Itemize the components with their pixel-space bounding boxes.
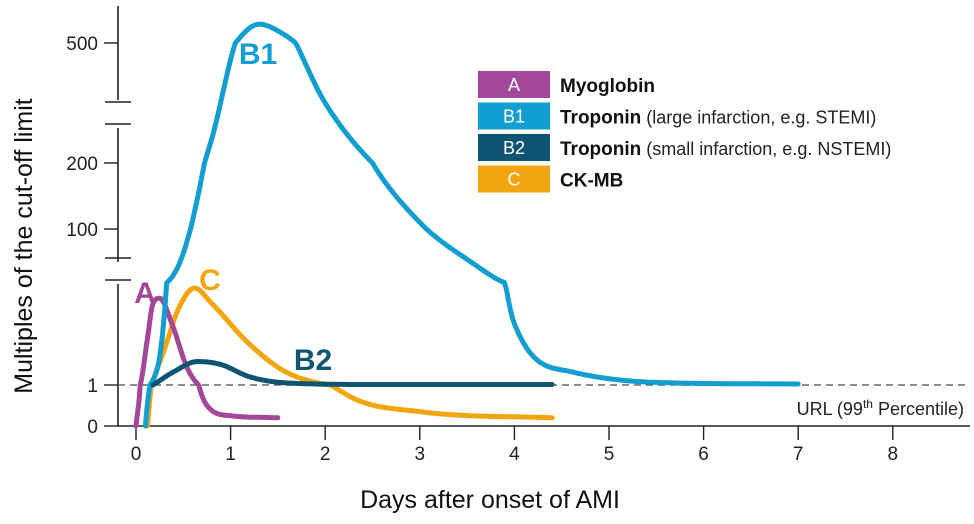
curve-label-a: A [134,277,156,310]
legend-swatch [478,102,550,130]
reference-line-label: URL (99th Percentile) [797,397,964,419]
legend-item-a: A Myoglobin [478,71,655,98]
legend: A Myoglobin B1 Troponin (large infarction, … [478,71,891,193]
legend-label: Myoglobin [560,76,655,97]
curve-label-c: C [199,264,221,297]
x-tick-label: 2 [320,444,331,465]
curve-labels: A B1 B2 C [134,38,332,377]
x-tick-label: 0 [131,444,142,465]
y-tick-label: 500 [66,34,98,55]
x-tick-label: 4 [509,444,520,465]
legend-key: C [508,170,521,190]
reference-line-group: URL (99th Percentile) [118,384,970,419]
axes: 0 1 100 200 500 0 1 2 3 4 5 6 7 8 [66,6,970,465]
curve-label-b1: B1 [239,38,277,71]
legend-item-b1: B1 Troponin (large infarction, e.g. STEMI… [478,102,876,130]
y-tick-label: 0 [87,417,98,438]
legend-item-c: C CK-MB [478,165,623,193]
y-tick-label: 100 [66,220,98,241]
curve-b1 [143,21,801,429]
x-axis-title: Days after onset of AMI [360,486,620,514]
curves [133,21,801,429]
legend-label: Troponin (large infarction, e.g. STEMI) [560,108,876,129]
legend-label: CK-MB [560,171,623,192]
x-tick-label: 3 [415,444,426,465]
legend-swatch [478,134,550,161]
x-tick-label: 6 [698,444,709,465]
legend-swatch [478,71,550,98]
x-tick-label: 7 [793,444,804,465]
y-axis-title: Multiples of the cut-off limit [10,98,38,394]
x-tick-label: 1 [225,444,236,465]
x-tick-label: 5 [604,444,615,465]
x-tick-label: 8 [888,444,899,465]
y-tick-label: 200 [66,154,98,175]
legend-key: A [508,75,520,95]
y-tick-label: 1 [87,376,98,397]
legend-key: B2 [503,138,525,158]
curve-b2 [150,359,555,388]
legend-swatch [478,165,550,193]
legend-item-b2: B2 Troponin (small infarction, e.g. NSTEM… [478,134,891,161]
legend-label: Troponin (small infarction, e.g. NSTEMI) [560,139,891,160]
legend-key: B1 [503,107,525,127]
curve-label-b2: B2 [294,344,332,377]
